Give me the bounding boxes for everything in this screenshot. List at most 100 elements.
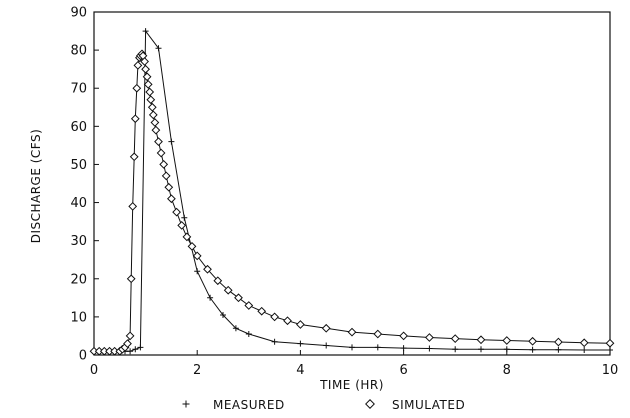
point-simulated (99, 346, 109, 356)
point-simulated (164, 182, 174, 192)
point-simulated (145, 87, 155, 97)
point-simulated (159, 160, 169, 169)
point-simulated (141, 64, 150, 74)
point-simulated (133, 61, 143, 70)
point-simulated (554, 337, 563, 347)
point-simulated (579, 338, 589, 348)
legend: MEASURED SIMULATED (182, 398, 465, 412)
point-measured (127, 348, 134, 355)
point-simulated (257, 306, 267, 316)
point-simulated (321, 323, 331, 333)
point-measured (323, 342, 330, 349)
x-tick-label: 6 (399, 363, 407, 378)
y-tick-label: 60 (70, 120, 87, 135)
point-simulated (94, 346, 104, 356)
point-simulated (110, 346, 119, 356)
x-tick-label: 0 (90, 363, 98, 378)
point-measured (581, 347, 588, 353)
point-simulated (203, 264, 212, 274)
point-simulated (425, 333, 434, 342)
point-measured (555, 346, 562, 353)
point-simulated (605, 338, 615, 348)
point-simulated (130, 114, 140, 124)
point-measured (181, 214, 188, 221)
y-tick-label: 0 (79, 349, 87, 364)
point-simulated (528, 336, 537, 346)
point-measured (142, 28, 149, 35)
point-measured (220, 312, 226, 318)
point-measured (207, 294, 214, 301)
point-simulated (172, 207, 181, 217)
point-simulated (234, 293, 243, 303)
point-simulated (192, 251, 202, 261)
x-tick-label: 10 (602, 363, 619, 378)
series-line-simulated (94, 53, 611, 352)
plot-frame (93, 11, 611, 356)
point-simulated (399, 331, 408, 341)
point-simulated (283, 316, 292, 326)
y-tick-label: 10 (70, 310, 87, 325)
point-simulated (270, 312, 279, 322)
point-measured (297, 340, 304, 347)
point-simulated (154, 137, 163, 146)
point-simulated (105, 346, 114, 356)
point-simulated (140, 57, 149, 66)
point-measured (245, 331, 252, 337)
point-simulated (148, 110, 158, 120)
point-simulated (450, 334, 460, 343)
point-measured (503, 346, 510, 353)
point-measured (132, 346, 139, 353)
y-tick-label: 40 (70, 196, 87, 211)
point-simulated (187, 242, 197, 251)
point-simulated (213, 276, 223, 286)
point-measured (452, 346, 459, 353)
point-measured (374, 344, 381, 351)
point-simulated (126, 274, 136, 284)
y-tick-label: 70 (70, 82, 87, 97)
x-tick-label: 2 (193, 363, 201, 378)
point-measured (400, 345, 407, 352)
x-axis-title: TIME (HR) (319, 378, 384, 392)
legend-simulated-marker (365, 399, 375, 409)
legend-measured-marker (182, 400, 190, 408)
point-simulated (129, 152, 139, 162)
point-measured (529, 346, 536, 353)
point-measured (607, 347, 613, 353)
point-simulated (156, 148, 166, 158)
point-simulated (89, 346, 99, 356)
y-tick-label: 90 (70, 6, 87, 21)
x-axis-ticks: 0 2 4 6 8 10 (90, 350, 618, 378)
point-simulated (150, 118, 160, 127)
point-simulated (182, 232, 192, 242)
series-layer (89, 28, 615, 356)
point-simulated (347, 327, 357, 337)
point-simulated (476, 335, 486, 345)
point-measured (137, 344, 144, 351)
y-tick-label: 80 (70, 44, 87, 59)
y-axis-title: DISCHARGE (CFS) (29, 129, 43, 244)
point-simulated (143, 80, 153, 89)
point-simulated (142, 72, 152, 82)
point-measured (478, 346, 484, 353)
point-simulated (128, 202, 138, 211)
point-simulated (373, 329, 383, 339)
series-simulated (89, 49, 615, 356)
y-tick-label: 30 (70, 234, 87, 249)
point-simulated (161, 171, 171, 181)
point-simulated (244, 301, 254, 310)
x-tick-label: 4 (296, 363, 304, 378)
point-measured (349, 344, 355, 351)
point-measured (155, 45, 162, 52)
x-tick-label: 8 (503, 363, 511, 378)
y-axis-ticks: 0 10 20 30 40 50 60 70 80 90 (70, 6, 99, 364)
point-measured (194, 268, 201, 275)
legend-measured-label: MEASURED (213, 398, 285, 412)
point-simulated (132, 83, 142, 93)
point-simulated (502, 336, 512, 345)
point-simulated (147, 102, 157, 112)
point-measured (232, 325, 239, 332)
point-simulated (167, 194, 176, 204)
point-measured (426, 345, 433, 352)
point-measured (271, 338, 278, 345)
